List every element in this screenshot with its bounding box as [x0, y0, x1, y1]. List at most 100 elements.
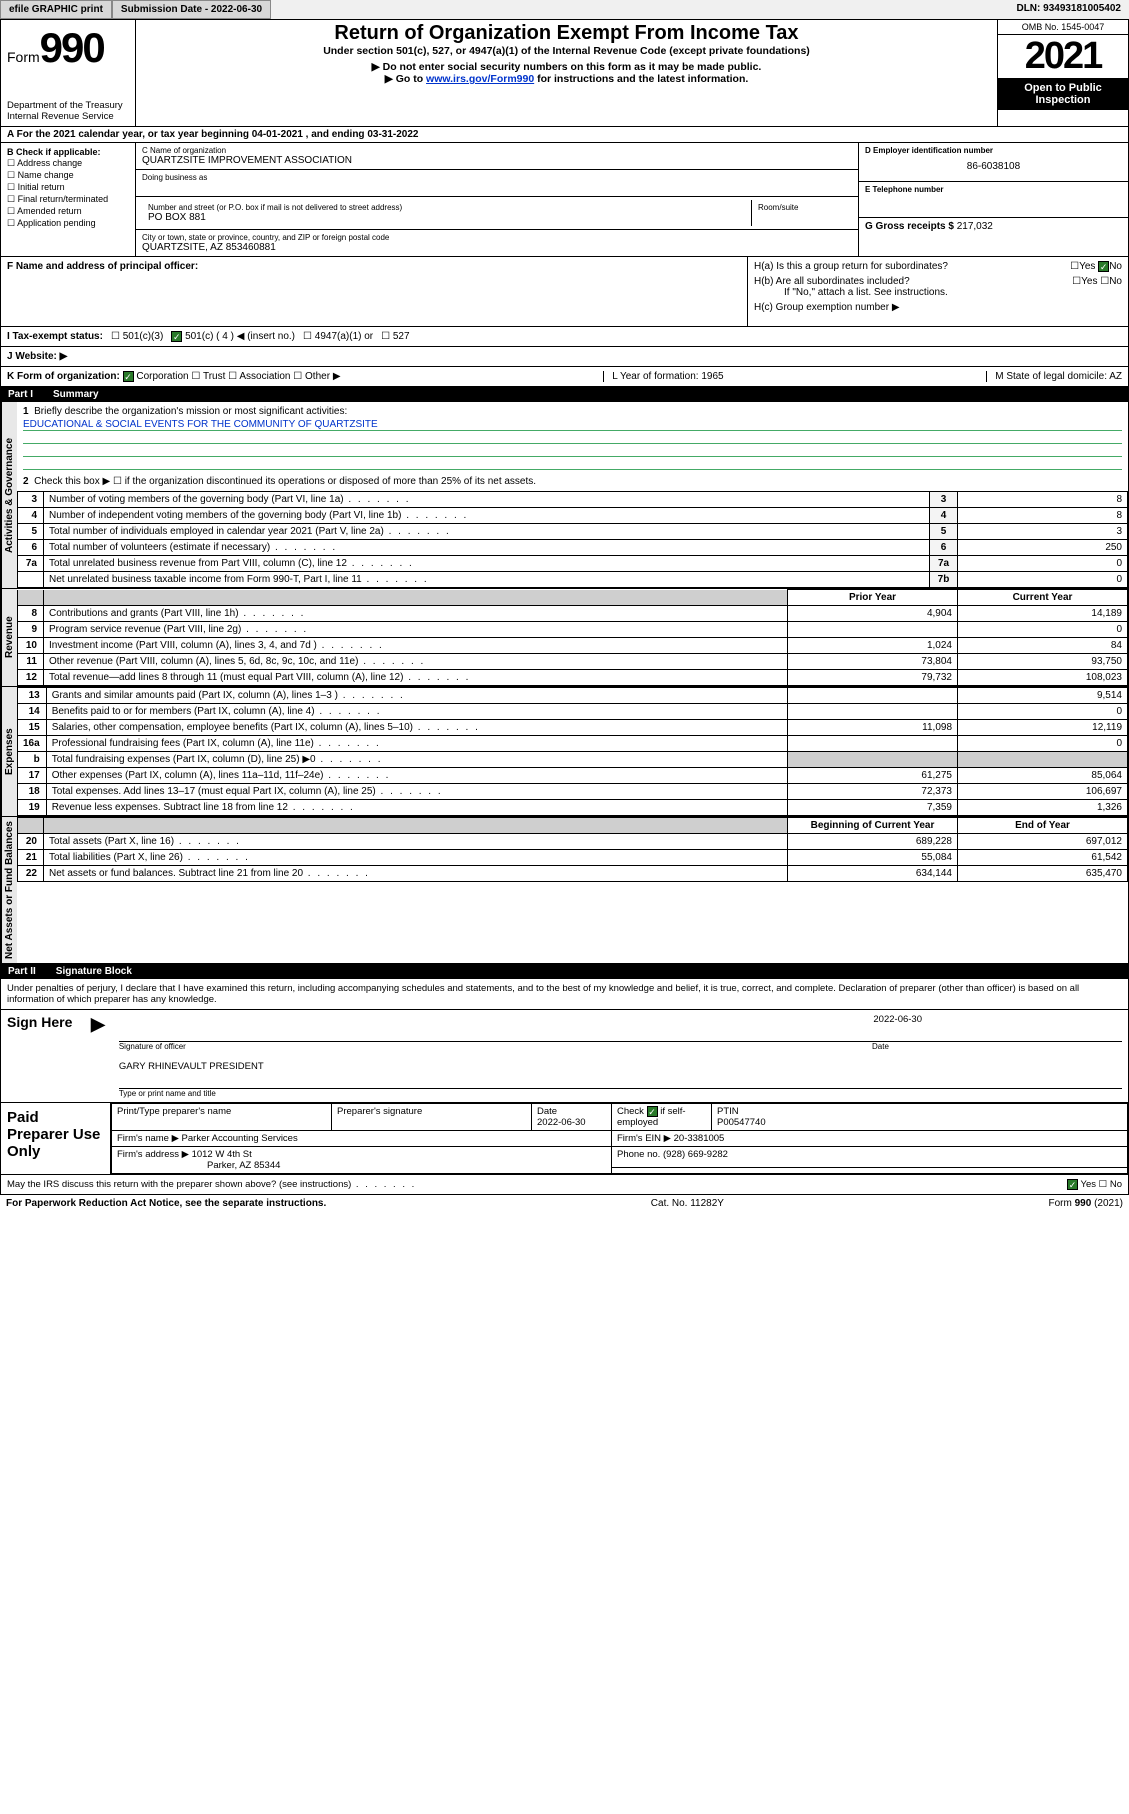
name-title-label: Type or print name and title [119, 1089, 1122, 1098]
chk-address-change[interactable]: Address change [7, 158, 129, 169]
mission-text: EDUCATIONAL & SOCIAL EVENTS FOR THE COMM… [23, 419, 1122, 431]
part1-header: Part I Summary [0, 387, 1129, 402]
city-label: City or town, state or province, country… [142, 233, 852, 242]
self-employed-checkbox[interactable] [647, 1106, 658, 1117]
governance-section: Activities & Governance 1 Briefly descri… [0, 402, 1129, 589]
irs-label: Internal Revenue Service [7, 111, 129, 122]
phone-label: E Telephone number [865, 185, 1122, 194]
chk-final-return[interactable]: Final return/terminated [7, 194, 129, 205]
form-title: Return of Organization Exempt From Incom… [144, 22, 989, 45]
netassets-side-label: Net Assets or Fund Balances [1, 817, 17, 963]
ein-label: D Employer identification number [865, 146, 1122, 155]
form-number: Form990 [7, 24, 129, 72]
open-inspection-badge: Open to Public Inspection [998, 78, 1128, 110]
state-domicile: M State of legal domicile: AZ [986, 371, 1122, 382]
room-label: Room/suite [758, 203, 846, 212]
paid-preparer-block: Paid Preparer Use Only Print/Type prepar… [0, 1103, 1129, 1175]
ha-group-return: H(a) Is this a group return for subordin… [754, 261, 1122, 272]
year-formation: L Year of formation: 1965 [603, 371, 723, 382]
expenses-table: 13Grants and similar amounts paid (Part … [17, 687, 1128, 816]
form-org-row: K Form of organization: Corporation ☐ Tr… [0, 367, 1129, 387]
row-a-tax-year: A For the 2021 calendar year, or tax yea… [0, 127, 1129, 143]
page-footer: For Paperwork Reduction Act Notice, see … [0, 1195, 1129, 1212]
current-year-header: Current Year [958, 590, 1128, 606]
org-name-label: C Name of organization [142, 146, 852, 155]
ha-no-checkbox[interactable] [1098, 261, 1109, 272]
phone-value [865, 194, 1122, 214]
discontinued-check: Check this box ▶ ☐ if the organization d… [34, 476, 536, 487]
efile-button[interactable]: efile GRAPHIC print [0, 0, 112, 19]
revenue-table: Prior Year Current Year 8Contributions a… [17, 589, 1128, 686]
officer-name-title: GARY RHINEVAULT PRESIDENT [119, 1061, 1122, 1072]
subtitle-2: ▶ Do not enter social security numbers o… [144, 61, 989, 73]
expenses-side-label: Expenses [1, 687, 17, 816]
ptin-value: P00547740 [717, 1117, 766, 1128]
discuss-yes-checkbox[interactable] [1067, 1179, 1078, 1190]
omb-number: OMB No. 1545-0047 [998, 20, 1128, 35]
firm-phone: (928) 669-9282 [663, 1149, 728, 1160]
city-state-zip: QUARTZSITE, AZ 853460881 [142, 242, 852, 253]
hb-subordinates: H(b) Are all subordinates included? ☐Yes… [754, 276, 1122, 287]
501c4-checkbox[interactable] [171, 331, 182, 342]
org-name: QUARTZSITE IMPROVEMENT ASSOCIATION [142, 155, 852, 166]
netassets-table: Beginning of Current Year End of Year 20… [17, 817, 1128, 882]
hc-exemption: H(c) Group exemption number ▶ [754, 302, 1122, 313]
corp-checkbox[interactable] [123, 371, 134, 382]
firm-ein: 20-3381005 [674, 1133, 725, 1144]
part2-header: Part II Signature Block [0, 964, 1129, 979]
revenue-side-label: Revenue [1, 589, 17, 686]
sign-here-block: Sign Here ▶ 2022-06-30 Signature of offi… [0, 1010, 1129, 1103]
submission-date-button[interactable]: Submission Date - 2022-06-30 [112, 0, 271, 19]
addr-label: Number and street (or P.O. box if mail i… [148, 203, 745, 212]
gross-receipts-label: G Gross receipts $ [865, 221, 954, 232]
sig-officer-label: Signature of officer [119, 1042, 872, 1051]
officer-group-block: F Name and address of principal officer:… [0, 257, 1129, 327]
discuss-row: May the IRS discuss this return with the… [0, 1175, 1129, 1195]
boc-header: Beginning of Current Year [788, 818, 958, 834]
sign-here-label: Sign Here [7, 1014, 77, 1098]
chk-application-pending[interactable]: Application pending [7, 218, 129, 229]
eoy-header: End of Year [958, 818, 1128, 834]
prior-year-header: Prior Year [788, 590, 958, 606]
chk-initial-return[interactable]: Initial return [7, 182, 129, 193]
prep-sig-label: Preparer's signature [332, 1104, 532, 1131]
dln-label: DLN: 93493181005402 [1008, 0, 1129, 19]
tax-year: 2021 [998, 35, 1128, 78]
foot-cat: Cat. No. 11282Y [651, 1198, 724, 1209]
principal-officer-label: F Name and address of principal officer: [7, 261, 741, 272]
sig-date: 2022-06-30 [119, 1014, 1122, 1025]
prep-name-label: Print/Type preparer's name [112, 1104, 332, 1131]
perjury-statement: Under penalties of perjury, I declare th… [0, 979, 1129, 1010]
website-row: J Website: ▶ [0, 347, 1129, 367]
foot-form: Form 990 (2021) [1049, 1198, 1123, 1209]
gross-receipts-value: 217,032 [957, 221, 993, 232]
chk-amended-return[interactable]: Amended return [7, 206, 129, 217]
form-header: Form990 Department of the Treasury Inter… [0, 20, 1129, 127]
ein-value: 86-6038108 [865, 155, 1122, 178]
firm-addr1: 1012 W 4th St [192, 1149, 252, 1160]
street-address: PO BOX 881 [148, 212, 745, 223]
chk-name-change[interactable]: Name change [7, 170, 129, 181]
governance-side-label: Activities & Governance [1, 402, 17, 588]
org-info-block: B Check if applicable: Address change Na… [0, 143, 1129, 257]
subtitle-3: ▶ Go to www.irs.gov/Form990 for instruct… [144, 73, 989, 85]
subtitle-1: Under section 501(c), 527, or 4947(a)(1)… [144, 45, 989, 57]
paid-preparer-label: Paid Preparer Use Only [1, 1103, 111, 1174]
hb-note: If "No," attach a list. See instructions… [784, 287, 1122, 298]
netassets-section: Net Assets or Fund Balances Beginning of… [0, 817, 1129, 964]
governance-table: 3Number of voting members of the governi… [17, 491, 1128, 588]
top-bar: efile GRAPHIC print Submission Date - 20… [0, 0, 1129, 20]
expenses-section: Expenses 13Grants and similar amounts pa… [0, 687, 1129, 817]
mission-question: Briefly describe the organization's miss… [34, 406, 347, 417]
date-label: Date [872, 1042, 1122, 1051]
tax-exempt-row: I Tax-exempt status: ☐ 501(c)(3) 501(c) … [0, 327, 1129, 347]
dept-label: Department of the Treasury [7, 100, 129, 111]
arrow-icon: ▶ [87, 1014, 109, 1098]
box-b-label: B Check if applicable: [7, 147, 129, 157]
firm-addr2: Parker, AZ 85344 [207, 1160, 280, 1171]
prep-date: 2022-06-30 [537, 1117, 586, 1128]
dba-label: Doing business as [142, 173, 852, 182]
firm-name: Parker Accounting Services [182, 1133, 298, 1144]
instructions-link[interactable]: www.irs.gov/Form990 [426, 73, 534, 85]
revenue-section: Revenue Prior Year Current Year 8Contrib… [0, 589, 1129, 687]
